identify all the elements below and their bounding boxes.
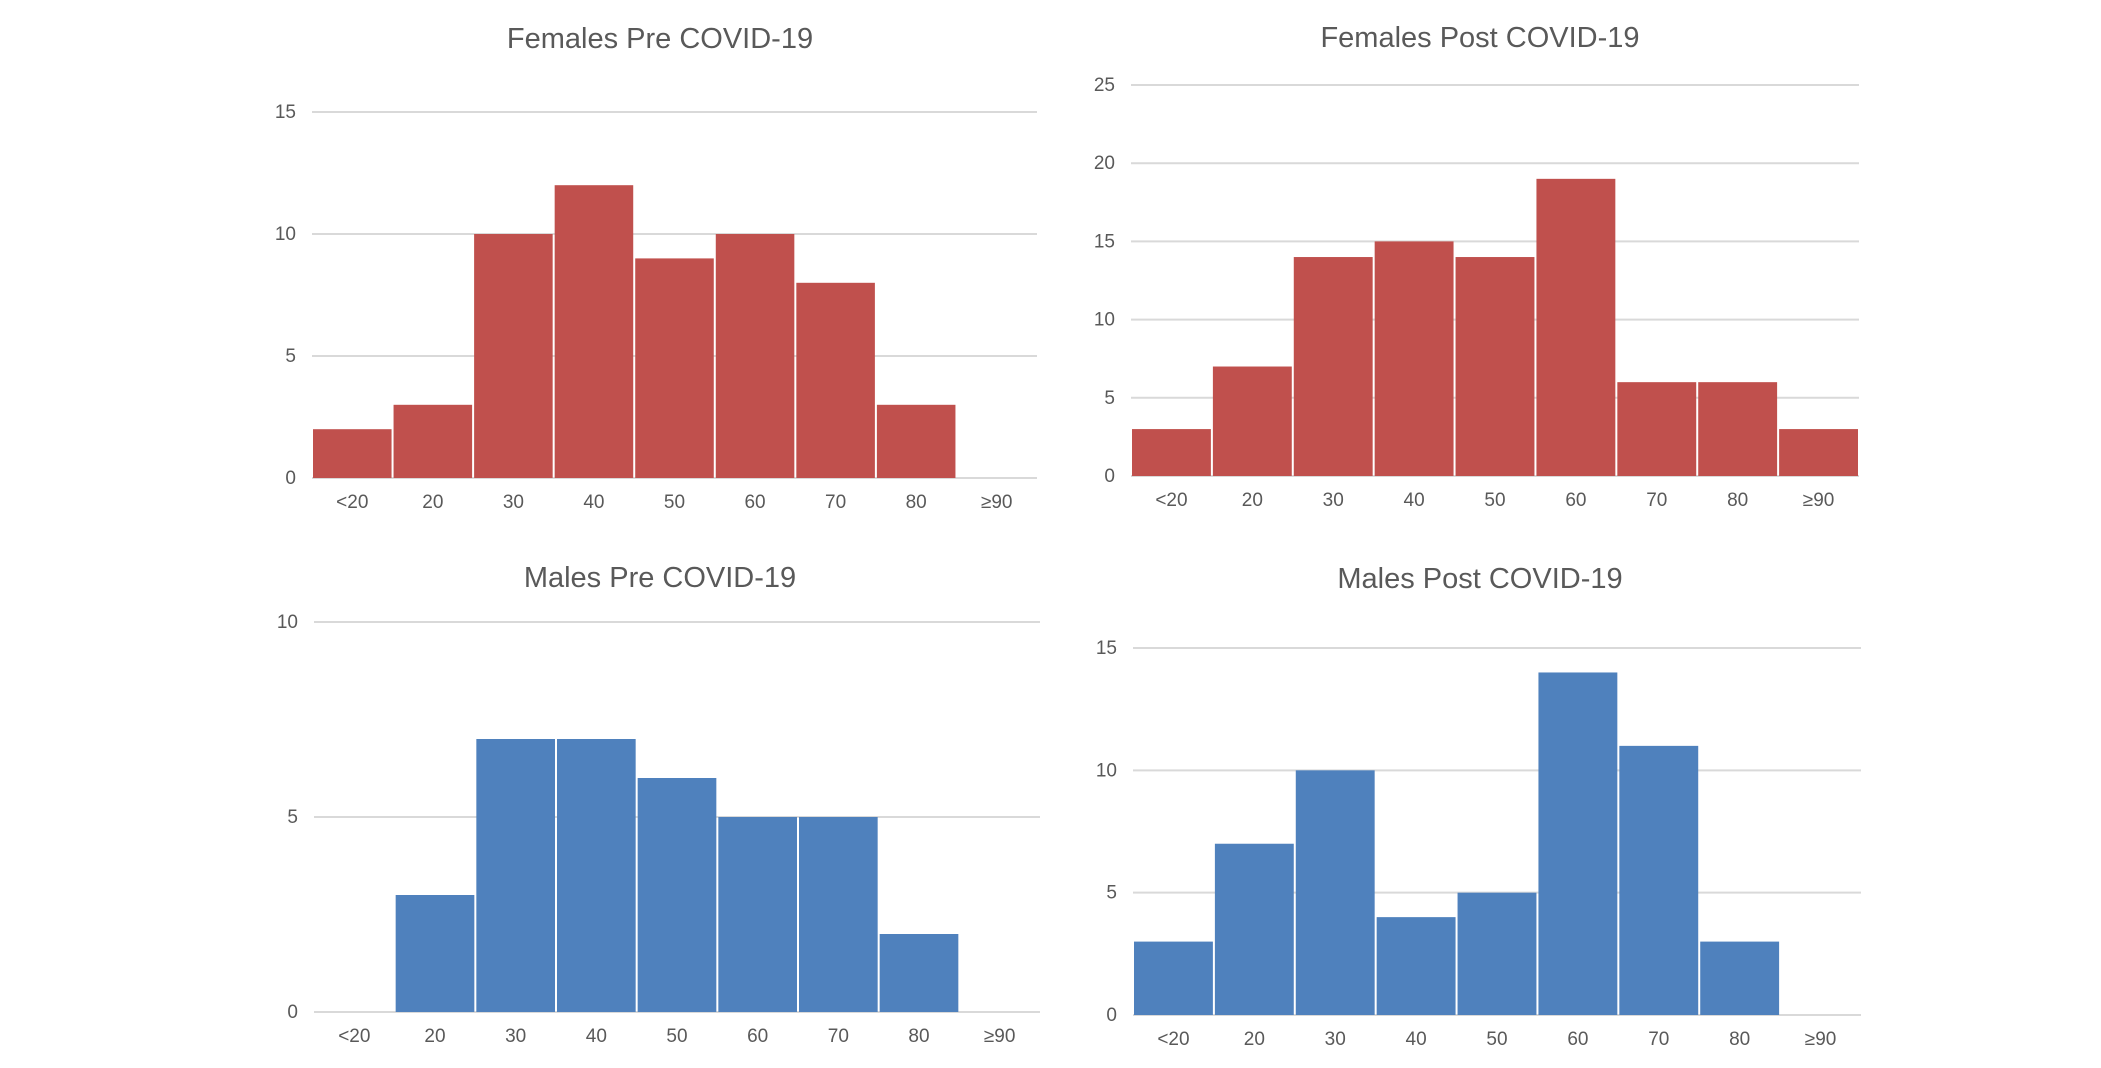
y-tick-label: 5 [285,346,296,367]
x-tick-label: <20 [338,1026,370,1047]
bar [1134,941,1213,1015]
bar [1214,843,1294,1015]
x-tick-label: 40 [583,492,604,513]
x-tick-label: 30 [505,1026,526,1047]
y-tick-label: 10 [1094,310,1115,331]
x-tick-label: 40 [586,1026,607,1047]
x-tick-label: 20 [1242,490,1263,511]
chart-svg: 0 5 10 15 20 25 <20 20 30 40 50 60 70 80 ≥90 [1094,75,1859,511]
bar [313,429,392,478]
x-tick-label: 60 [744,492,765,513]
y-tick-label: 0 [1104,466,1115,487]
x-tick-label: 60 [1567,1029,1588,1050]
x-tick-label: 50 [664,492,685,513]
chart-title: Females Post COVID-19 [1320,22,1640,54]
y-tick-label: 15 [275,102,296,123]
y-tick-label: 0 [287,1002,298,1023]
x-tick-label: 70 [828,1026,849,1047]
bar [1698,382,1778,476]
y-tick-label: 15 [1096,638,1117,659]
x-tick-label: ≥90 [1805,1029,1837,1050]
x-tick-label: 40 [1406,1029,1427,1050]
bar [1455,257,1535,476]
x-tick-label: 70 [1646,490,1667,511]
y-tick-label: 20 [1094,153,1115,174]
y-tick-label: 10 [277,612,298,633]
chart-panel-males-pre: Males Pre COVID-19 0 5 10 <20 20 30 40 50 60 70 80… [250,555,1070,1068]
x-tick-label: 30 [503,492,524,513]
bar [557,739,636,1012]
bar [393,404,473,478]
x-tick-label: 80 [908,1026,929,1047]
x-tick-label: 70 [825,492,846,513]
y-tick-label: 0 [1106,1005,1117,1026]
x-tick-label: 20 [1244,1029,1265,1050]
bar [476,739,555,1012]
y-tick-label: 0 [285,468,296,489]
bar [1293,257,1373,476]
chart-panel-females-pre: Females Pre COVID-19 0 5 10 15 <20 20 30 40 50 60… [250,20,1070,530]
bar [1457,892,1537,1015]
bar [1617,382,1697,476]
bar [1538,672,1618,1015]
bar [879,934,959,1012]
y-tick-label: 10 [275,224,296,245]
x-tick-label: 30 [1325,1029,1346,1050]
x-tick-label: ≥90 [981,492,1013,513]
chart-title: Females Pre COVID-19 [506,23,814,55]
bar [474,234,553,478]
bar [1376,917,1456,1015]
x-tick-label: 50 [1486,1029,1507,1050]
x-tick-label: <20 [336,492,368,513]
x-tick-label: 50 [666,1026,687,1047]
x-tick-label: ≥90 [1803,490,1835,511]
chart-title: Males Pre COVID-19 [523,562,797,594]
bar [1619,745,1699,1015]
chart-svg: 0 5 10 15 <20 20 30 40 50 60 70 80 ≥90 [275,102,1037,513]
y-tick-label: 15 [1094,231,1115,252]
x-tick-label: 40 [1404,490,1425,511]
bar [796,282,875,478]
bar [876,404,956,478]
bar [1212,366,1292,476]
x-tick-label: 20 [424,1026,445,1047]
x-tick-label: 80 [1729,1029,1750,1050]
chart-panel-males-post: Males Post COVID-19 0 5 10 15 <20 20 30 40 50 60 7… [1070,555,1890,1068]
bar [1779,429,1858,476]
x-tick-label: <20 [1155,490,1187,511]
bar [635,258,714,478]
chart-svg: 0 5 10 <20 20 30 40 50 60 70 80 ≥90 [277,612,1040,1047]
x-tick-label: 20 [422,492,443,513]
y-tick-label: 5 [1106,883,1117,904]
bar [715,234,795,478]
y-tick-label: 25 [1094,75,1115,96]
bar [395,895,475,1012]
x-tick-label: <20 [1157,1029,1189,1050]
x-tick-label: 60 [1565,490,1586,511]
bar [799,817,878,1012]
y-tick-label: 5 [1104,388,1115,409]
bar [1295,770,1375,1015]
x-tick-label: 50 [1484,490,1505,511]
x-tick-label: 80 [906,492,927,513]
chart-panel-females-post: Females Post COVID-19 0 5 10 15 20 25 <20 20 30 4… [1070,20,1890,530]
bar [1132,429,1211,476]
y-tick-label: 5 [287,807,298,828]
chart-title: Males Post COVID-19 [1337,563,1623,595]
bar [554,185,634,478]
bar [1536,178,1616,476]
y-tick-label: 10 [1096,760,1117,781]
x-tick-label: 70 [1648,1029,1669,1050]
x-tick-label: ≥90 [984,1026,1016,1047]
x-tick-label: 60 [747,1026,768,1047]
bar [1374,241,1454,476]
chart-svg: 0 5 10 15 <20 20 30 40 50 60 70 80 ≥90 [1096,638,1861,1050]
x-tick-label: 80 [1727,490,1748,511]
bar [637,778,717,1012]
x-tick-label: 30 [1323,490,1344,511]
bar [1700,941,1780,1015]
bar [718,817,797,1012]
